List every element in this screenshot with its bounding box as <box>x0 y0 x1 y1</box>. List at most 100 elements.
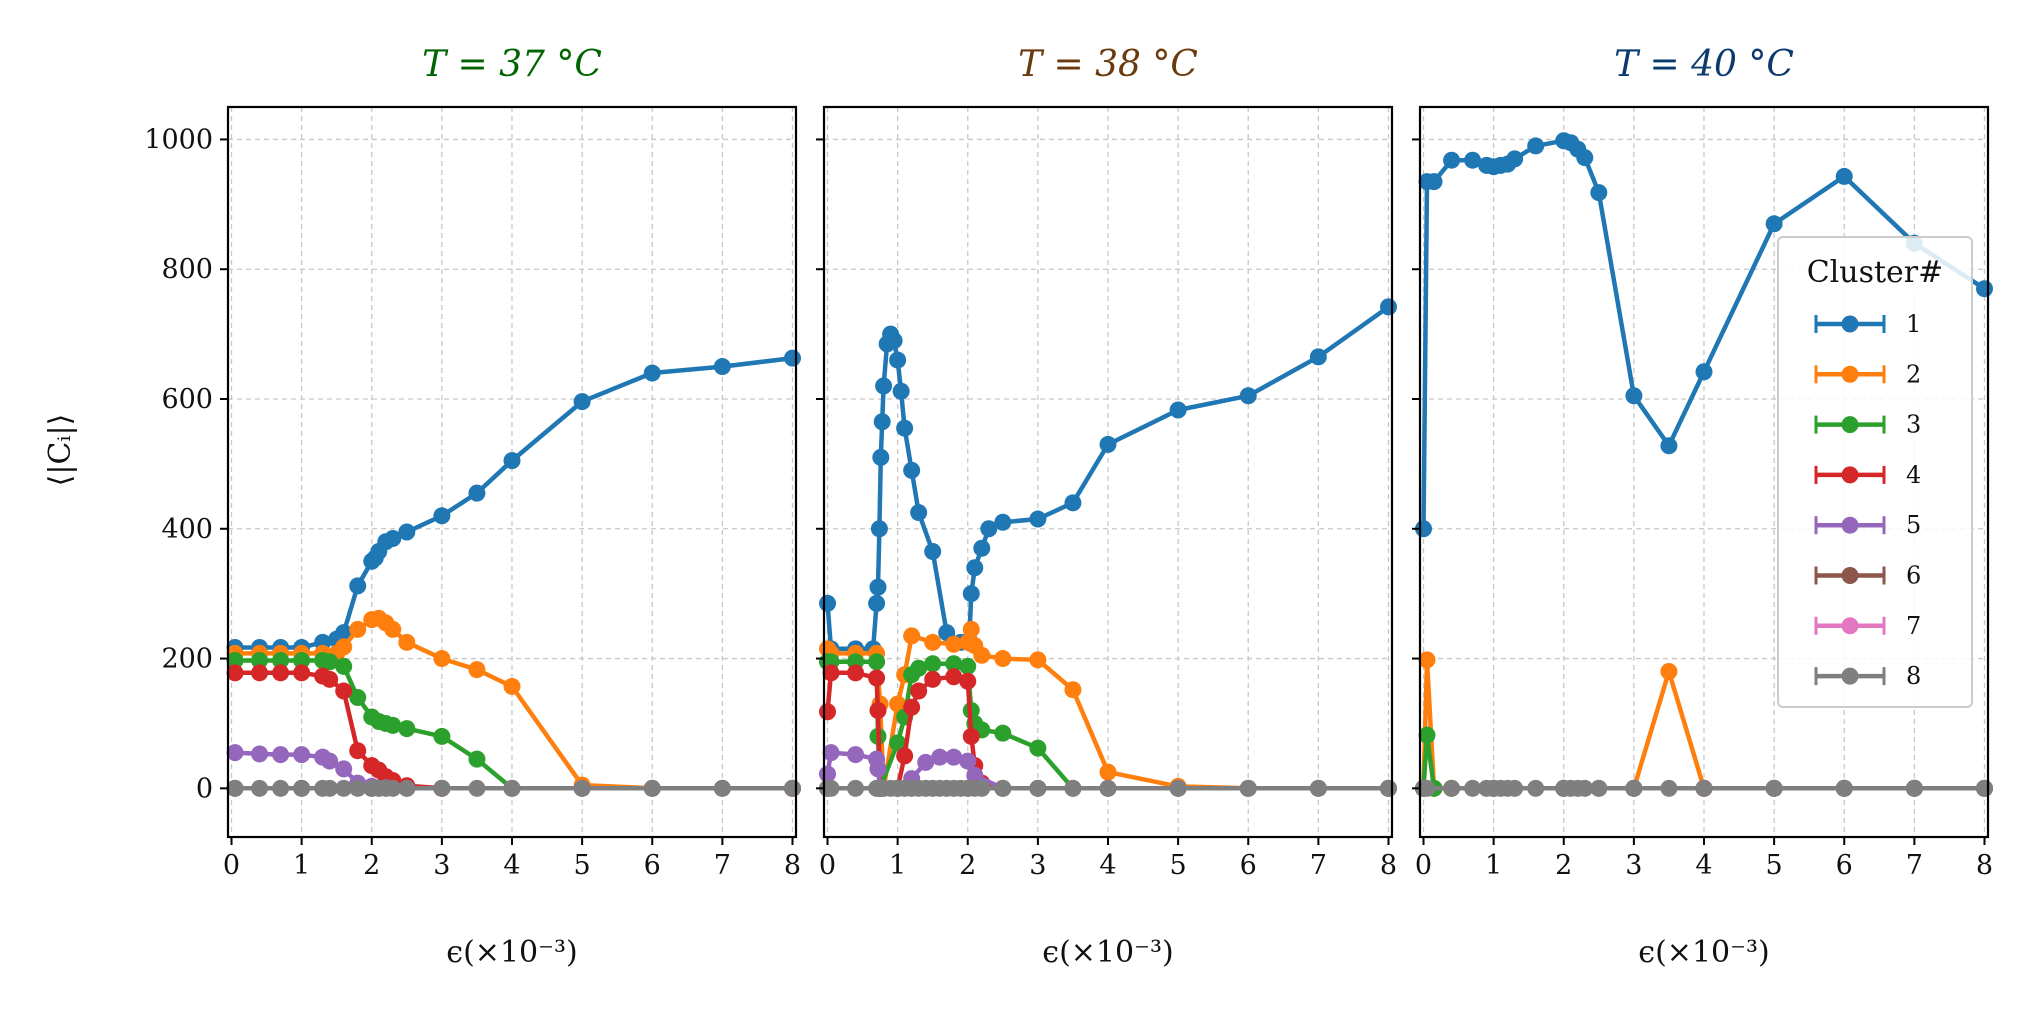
x-tick-label: 8 <box>1380 850 1397 881</box>
data-point <box>959 672 977 690</box>
x-tick-label: 7 <box>1906 850 1923 881</box>
data-point <box>924 633 942 651</box>
data-point <box>503 677 521 695</box>
data-point <box>910 659 928 677</box>
data-point <box>293 652 311 670</box>
data-point <box>1464 779 1482 797</box>
data-point <box>1975 779 1993 797</box>
legend-marker <box>1841 365 1859 383</box>
data-point <box>783 779 801 797</box>
data-point <box>868 653 886 671</box>
data-point <box>892 382 910 400</box>
data-point <box>384 779 402 797</box>
x-tick-label: 6 <box>1836 850 1853 881</box>
legend-marker <box>1841 567 1859 584</box>
data-point <box>349 688 367 706</box>
series-5 <box>819 744 1397 797</box>
data-point <box>468 661 486 679</box>
data-point <box>1099 779 1117 797</box>
legend-label: 2 <box>1906 360 1921 388</box>
subplot-title: T = 40 °C <box>1614 44 1794 85</box>
data-point <box>994 724 1012 742</box>
data-point <box>847 746 865 764</box>
data-point <box>384 620 402 638</box>
data-point <box>1590 184 1608 202</box>
series-8 <box>819 779 1397 797</box>
data-point <box>1905 779 1923 797</box>
data-point <box>868 669 886 687</box>
x-tick-label: 3 <box>1625 850 1642 881</box>
data-point <box>1379 298 1397 316</box>
legend-entry-7: 7 <box>1814 612 1921 640</box>
data-point <box>398 523 416 541</box>
data-point <box>335 779 353 797</box>
data-point <box>819 594 837 612</box>
data-point <box>433 650 451 668</box>
data-point <box>966 766 984 784</box>
data-point <box>226 664 244 682</box>
data-point <box>1443 151 1461 169</box>
data-point <box>1835 167 1853 185</box>
data-point <box>503 452 521 470</box>
y-tick-label: 400 <box>161 514 213 545</box>
data-point <box>889 695 907 713</box>
x-tick-label: 6 <box>1240 850 1257 881</box>
data-point <box>398 779 416 797</box>
legend-marker <box>1841 516 1859 534</box>
series-8 <box>1415 779 1993 797</box>
x-tick-label: 8 <box>1976 850 1993 881</box>
data-point <box>1099 763 1117 781</box>
legend-entry-5: 5 <box>1814 511 1921 539</box>
subplot-title: T = 38 °C <box>1018 44 1198 85</box>
legend-entry-2: 2 <box>1814 360 1921 388</box>
data-point <box>349 620 367 638</box>
data-point <box>321 752 339 770</box>
data-point <box>924 670 942 688</box>
x-tick-label: 1 <box>889 850 906 881</box>
legend-entry-6: 6 <box>1814 562 1921 590</box>
data-point <box>962 585 980 603</box>
data-point <box>924 542 942 560</box>
data-point <box>1443 779 1461 797</box>
data-point <box>293 746 311 764</box>
x-tick-label: 2 <box>959 850 976 881</box>
data-point <box>1660 663 1678 681</box>
data-point <box>1418 779 1436 797</box>
data-point <box>468 484 486 502</box>
data-point <box>822 779 840 797</box>
x-tick-label: 0 <box>223 850 240 881</box>
data-point <box>822 664 840 682</box>
data-point <box>962 620 980 638</box>
data-point <box>468 779 486 797</box>
legend-title: Cluster# <box>1807 255 1944 290</box>
legend-marker <box>1841 315 1859 333</box>
data-point <box>1239 387 1257 405</box>
x-axis-label: ϵ(×10⁻³) <box>446 935 577 970</box>
data-point <box>1625 387 1643 405</box>
x-tick-label: 1 <box>1485 850 1502 881</box>
data-point <box>870 520 888 538</box>
data-point <box>959 657 977 675</box>
data-point <box>903 627 921 645</box>
x-tick-label: 8 <box>784 850 801 881</box>
legend-label: 7 <box>1906 612 1921 640</box>
data-point <box>973 646 991 664</box>
data-point <box>321 670 339 688</box>
data-point <box>433 507 451 525</box>
data-point <box>783 349 801 367</box>
data-point <box>931 748 949 766</box>
data-point <box>1309 779 1327 797</box>
data-point <box>335 760 353 778</box>
data-point <box>226 779 244 797</box>
data-point <box>962 727 980 745</box>
data-point <box>503 779 521 797</box>
data-point <box>335 638 353 656</box>
data-point <box>1765 779 1783 797</box>
data-point <box>847 664 865 682</box>
data-point <box>643 779 661 797</box>
legend-marker <box>1841 466 1859 484</box>
data-point <box>966 559 984 577</box>
data-point <box>994 513 1012 531</box>
data-point <box>398 720 416 738</box>
